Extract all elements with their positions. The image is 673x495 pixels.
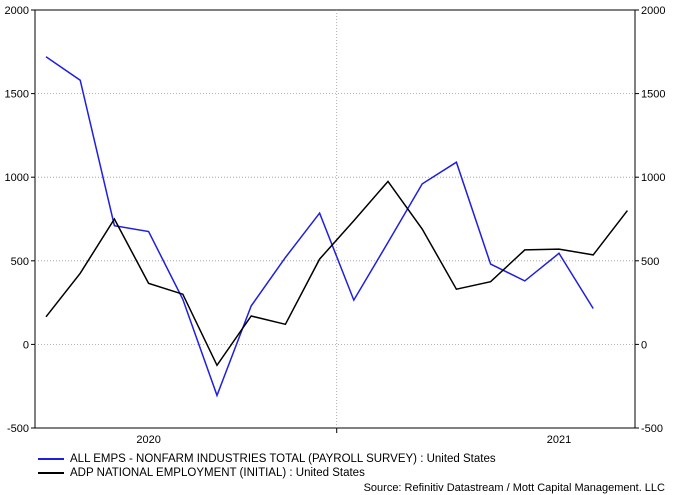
y-tick-label-left: 0 [23, 339, 29, 351]
legend: ALL EMPS - NONFARM INDUSTRIES TOTAL (PAY… [38, 452, 496, 480]
y-tick-label-right: 1500 [641, 89, 665, 101]
y-axis-right: -500 0 500 1000 1500 2000 [635, 5, 665, 435]
y-tick-label-right: -500 [641, 423, 663, 435]
source-note: Source: Refinitiv Datastream / Mott Capi… [363, 482, 665, 494]
y-tick-label-left: -500 [7, 423, 29, 435]
series-line-1 [45, 56, 594, 398]
legend-label-series-2: ADP NATIONAL EMPLOYMENT (INITIAL) : Unit… [70, 467, 365, 479]
gridlines [35, 10, 635, 428]
legend-swatch-series-1 [38, 458, 64, 460]
legend-label-series-1: ALL EMPS - NONFARM INDUSTRIES TOTAL (PAY… [70, 453, 496, 465]
y-axis-left: -500 0 500 1000 1500 2000 [5, 5, 35, 435]
legend-item-series-2: ADP NATIONAL EMPLOYMENT (INITIAL) : Unit… [38, 466, 496, 480]
legend-swatch-series-2 [38, 472, 64, 474]
y-tick-label-left: 1500 [5, 89, 29, 101]
y-tick-label-right: 0 [641, 339, 647, 351]
y-tick-label-right: 500 [641, 256, 659, 268]
y-tick-label-right: 1000 [641, 172, 665, 184]
y-tick-label-left: 2000 [5, 5, 29, 17]
legend-item-series-1: ALL EMPS - NONFARM INDUSTRIES TOTAL (PAY… [38, 452, 496, 466]
series-lines [45, 56, 628, 398]
y-tick-label-left: 500 [11, 256, 29, 268]
x-tick-label: 2021 [547, 434, 571, 446]
y-tick-label-right: 2000 [641, 5, 665, 17]
line-chart: -500 0 500 1000 1500 2000 -500 0 500 1000 1500 200… [5, 5, 666, 446]
y-tick-label-left: 1000 [5, 172, 29, 184]
x-tick-label: 2020 [136, 434, 160, 446]
x-axis: 2020 2021 [136, 428, 571, 446]
plot-area [34, 9, 636, 429]
series-line-2 [45, 180, 628, 367]
